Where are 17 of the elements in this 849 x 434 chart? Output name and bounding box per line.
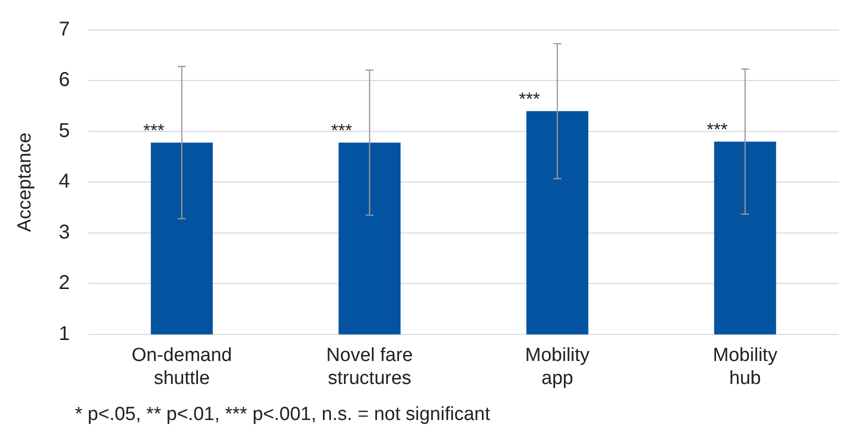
- y-tick-label: 1: [58, 322, 70, 345]
- x-tick-label: On-demand shuttle: [132, 345, 232, 389]
- y-tick-label: 6: [58, 69, 70, 92]
- y-tick-label: 2: [58, 272, 70, 294]
- y-tick-label: 4: [58, 170, 70, 193]
- x-tick-label: Mobility app: [525, 345, 590, 389]
- y-tick-label: 7: [58, 18, 70, 41]
- annotation: ***: [518, 89, 540, 110]
- annotation: ***: [331, 120, 352, 141]
- text: * p<.05, ** p<.01, *** p<.001, n.s. = not significant: [75, 404, 490, 426]
- x-tick-label: Mobility hub: [712, 345, 778, 389]
- annotation: ***: [706, 120, 728, 140]
- y-tick-label: 3: [58, 221, 70, 244]
- y-axis-title: Acceptance: [14, 132, 36, 232]
- annotation: ***: [143, 120, 164, 141]
- y-tick-label: 5: [58, 120, 70, 142]
- x-tick-label: Novel fare structures: [326, 345, 413, 389]
